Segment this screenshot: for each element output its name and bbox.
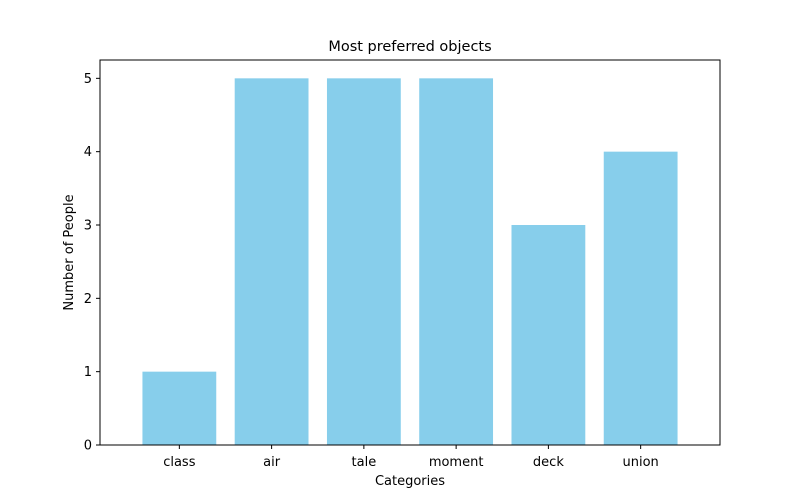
y-tick-label: 4 [84, 145, 92, 160]
plot-frame [99, 59, 721, 446]
x-axis-label: Categories [375, 474, 445, 489]
bar-union [603, 151, 678, 445]
x-tick-label: union [623, 455, 659, 470]
x-tick-label: class [163, 455, 195, 470]
bar-class [142, 371, 217, 445]
y-tick-label: 5 [84, 72, 92, 87]
bar-deck [511, 225, 586, 445]
x-tick-label: moment [429, 455, 484, 470]
x-axis-ticks: class air tale moment deck union [163, 445, 659, 470]
bar-air [234, 78, 309, 445]
y-axis-ticks: 0 1 2 3 4 5 [84, 72, 100, 454]
y-axis-label: Number of People [62, 194, 77, 310]
y-tick-label: 1 [84, 365, 92, 380]
y-tick-label: 3 [84, 219, 92, 234]
bar-moment [419, 78, 494, 445]
x-tick-label: deck [533, 455, 564, 470]
y-tick-label: 0 [84, 439, 92, 454]
chart-title: Most preferred objects [328, 39, 491, 55]
bar-tale [326, 78, 401, 445]
y-tick-label: 2 [84, 292, 92, 307]
bars-layer [142, 78, 678, 445]
x-tick-label: tale [352, 455, 377, 470]
x-tick-label: air [263, 455, 281, 470]
